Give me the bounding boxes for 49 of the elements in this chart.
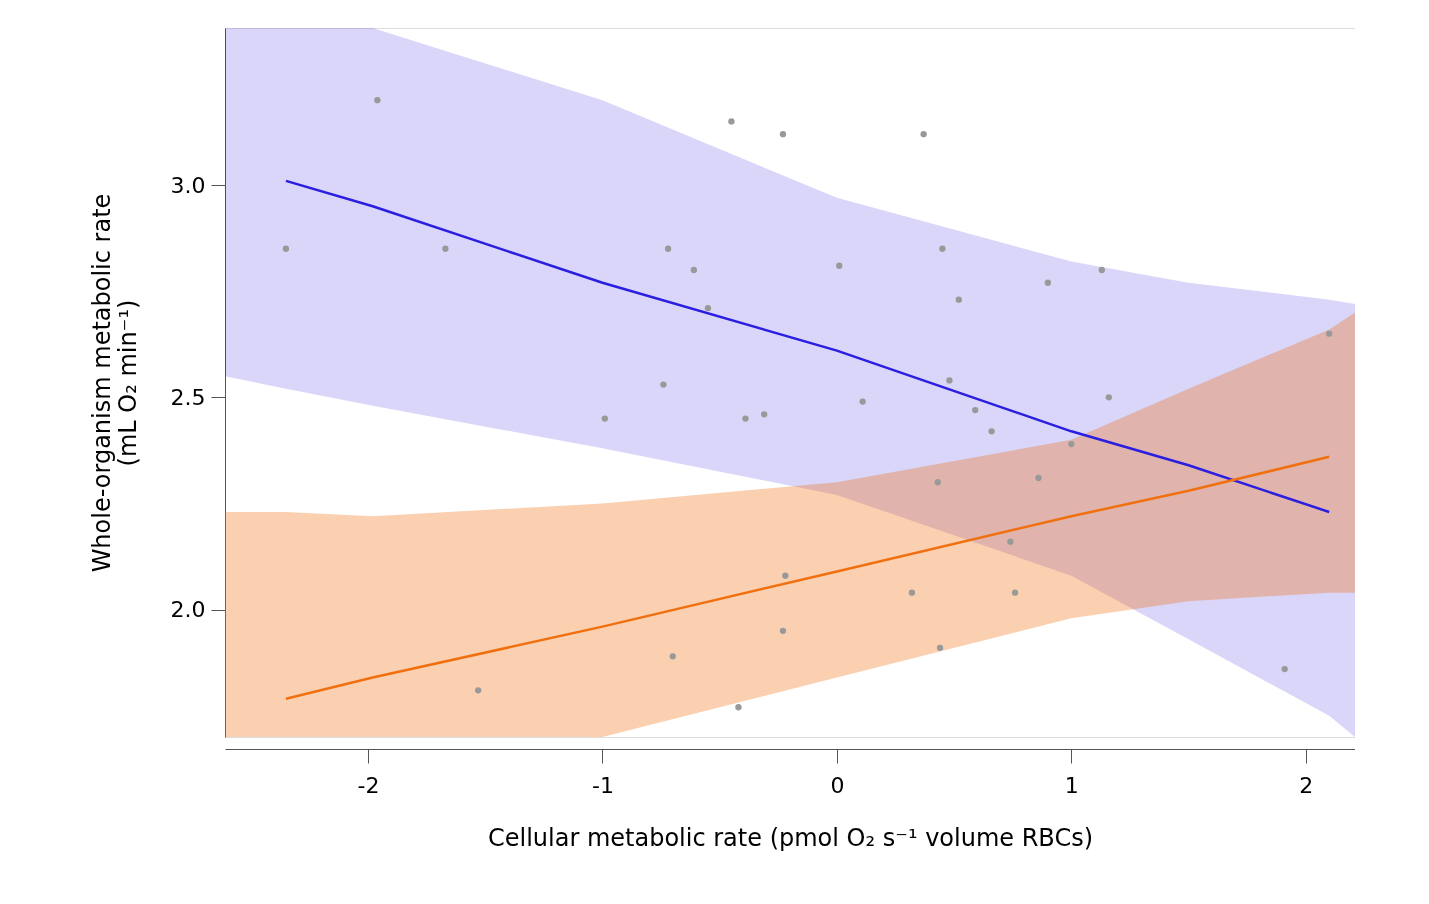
point: [735, 704, 742, 711]
point: [601, 415, 608, 422]
point: [859, 398, 866, 405]
line-series: [284, 179, 1331, 514]
point: [920, 130, 927, 138]
point: [1044, 279, 1052, 286]
y-tick-label: 2.5: [170, 384, 206, 410]
point: [779, 627, 787, 635]
x-tick-label: 1: [1064, 772, 1079, 798]
point: [1098, 266, 1105, 274]
point: [475, 687, 482, 694]
point: [936, 644, 944, 651]
point: [1068, 440, 1075, 448]
point: [988, 428, 995, 435]
point: [1105, 394, 1112, 401]
x-tick-label: -1: [591, 772, 614, 798]
point: [939, 245, 946, 252]
point: [934, 479, 941, 486]
point: [1035, 474, 1042, 482]
point: [728, 118, 735, 125]
point: [972, 406, 979, 414]
point: [660, 381, 667, 388]
point: [782, 572, 789, 579]
x-tick-label: -2: [357, 772, 380, 798]
point: [374, 97, 381, 104]
point: [1326, 330, 1333, 337]
point: [955, 296, 962, 303]
point: [742, 415, 749, 422]
point: [1007, 538, 1014, 545]
point: [690, 266, 698, 274]
y-axis-title: Whole-organism metabolic rate (mL O₂ min⁻¹): [87, 193, 142, 573]
line-series: [284, 455, 1331, 701]
x-axis-title: Cellular metabolic rate (pmol O₂ s⁻¹ volume RBCs): [487, 823, 1094, 852]
point: [779, 130, 787, 138]
point: [442, 245, 449, 252]
point: [1011, 589, 1019, 596]
point: [664, 245, 672, 252]
point: [761, 411, 768, 418]
point: [1281, 665, 1288, 673]
point: [669, 653, 676, 660]
point: [946, 377, 953, 384]
y-tick-label: 2.0: [170, 597, 206, 623]
point: [704, 305, 712, 312]
x-tick-label: 0: [830, 772, 845, 798]
x-tick-label: 2: [1299, 772, 1314, 798]
point: [282, 245, 290, 252]
point: [836, 262, 843, 269]
point: [908, 589, 916, 596]
y-tick-label: 3.0: [170, 172, 206, 198]
